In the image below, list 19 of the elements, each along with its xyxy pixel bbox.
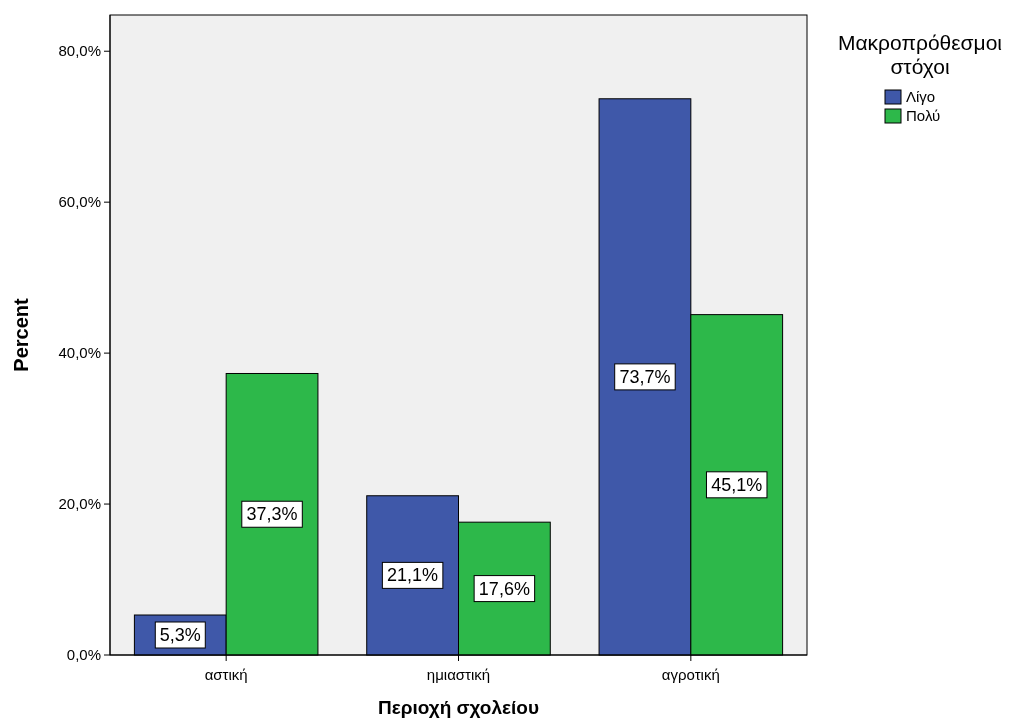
x-tick-label: αγροτική — [661, 666, 720, 683]
data-label: 45,1% — [711, 474, 763, 495]
x-axis-title: Περιοχή σχολείου — [378, 697, 539, 718]
y-tick-label: 60,0% — [58, 193, 101, 211]
legend-label: Πολύ — [906, 107, 941, 124]
legend-label: Λίγο — [906, 88, 936, 105]
x-tick-label: αστική — [204, 666, 248, 683]
x-tick-label: ημιαστική — [426, 666, 491, 683]
data-label: 37,3% — [246, 504, 298, 525]
y-tick-label: 20,0% — [58, 495, 101, 513]
data-label: 21,1% — [387, 565, 439, 586]
y-tick-label: 0,0% — [66, 646, 101, 663]
legend-title: Μακροπρόθεσμοι στόχοι — [837, 31, 1003, 78]
y-axis-title: Percent — [10, 297, 32, 372]
data-label: 5,3% — [159, 625, 201, 645]
data-label: 17,6% — [478, 578, 530, 599]
y-tick-label: 80,0% — [58, 42, 101, 60]
y-tick-label: 40,0% — [58, 344, 101, 362]
data-label: 73,7% — [619, 366, 671, 387]
